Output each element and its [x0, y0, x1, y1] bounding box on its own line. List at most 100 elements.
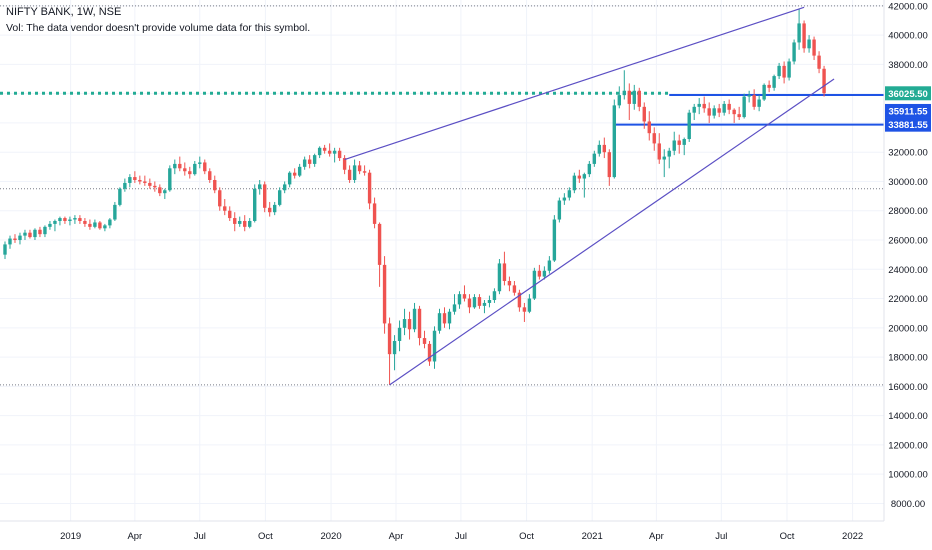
candle-body: [178, 163, 182, 169]
candle-body: [223, 206, 227, 211]
candle-body: [402, 319, 407, 328]
x-tick-label: Jul: [455, 531, 467, 542]
candle-up: [437, 308, 442, 334]
candle-down: [88, 219, 92, 230]
candle-down: [627, 83, 631, 121]
candle-body: [732, 109, 736, 115]
candle-body: [3, 244, 7, 255]
candle-up: [287, 171, 292, 188]
candle-down: [512, 280, 517, 296]
level-price-label: 33881.55: [885, 117, 931, 132]
candle-up: [297, 163, 302, 178]
candle-down: [737, 106, 741, 121]
candle-up: [452, 294, 457, 315]
candle-up: [687, 109, 691, 142]
candle-body: [113, 204, 117, 220]
candle-body: [357, 165, 362, 172]
candle-body: [228, 210, 232, 219]
candle-down: [812, 36, 816, 61]
candle-down: [727, 99, 731, 115]
candle-body: [138, 180, 142, 182]
candle-up: [722, 100, 726, 116]
candle-down: [307, 155, 312, 169]
candle-body: [817, 55, 821, 69]
candle-up: [163, 188, 167, 200]
candle-down: [213, 175, 217, 194]
candle-down: [677, 134, 681, 154]
candle-body: [822, 68, 826, 94]
candle-body: [337, 150, 342, 159]
candle-body: [238, 220, 242, 224]
candle-up: [402, 308, 407, 336]
candle-body: [387, 323, 392, 355]
candle-up: [787, 58, 791, 81]
candle-down: [817, 51, 821, 74]
x-tick-label: Apr: [649, 531, 664, 542]
candle-body: [742, 96, 746, 118]
candle-up: [412, 302, 417, 333]
horizontal-lines-layer: [0, 5, 884, 386]
candle-down: [822, 65, 826, 97]
candle-body: [617, 95, 621, 106]
candle-body: [497, 263, 502, 292]
candle-body: [507, 280, 512, 286]
y-tick-label: 40000.00: [888, 31, 928, 42]
candle-body: [482, 302, 487, 306]
y-tick-label: 26000.00: [888, 236, 928, 247]
candle-body: [527, 298, 532, 312]
candle-up: [48, 220, 52, 230]
candle-up: [582, 172, 587, 198]
candle-up: [487, 295, 492, 308]
candle-body: [327, 150, 332, 154]
x-tick-label: 2019: [60, 531, 81, 542]
candle-body: [213, 180, 217, 191]
candle-up: [68, 216, 72, 226]
candle-body: [477, 297, 482, 306]
candle-down: [637, 87, 641, 112]
candle-down: [203, 159, 207, 175]
candle-body: [93, 222, 97, 227]
y-tick-label: 22000.00: [888, 294, 928, 305]
candle-body: [18, 235, 22, 241]
candle-body: [58, 218, 62, 221]
candle-down: [522, 302, 527, 322]
candle-body: [592, 153, 597, 164]
candle-body: [198, 162, 202, 164]
candle-up: [667, 147, 671, 169]
candle-up: [58, 216, 62, 226]
candle-down: [372, 197, 377, 229]
candle-down: [647, 111, 651, 141]
candle-body: [657, 143, 661, 160]
candle-body: [427, 343, 432, 362]
candle-down: [218, 187, 222, 211]
candle-up: [8, 235, 12, 249]
candle-body: [437, 313, 442, 331]
candle-up: [18, 232, 22, 245]
candle-body: [133, 177, 137, 181]
candle-up: [352, 159, 357, 183]
candle-body: [352, 165, 357, 181]
candle-down: [322, 144, 327, 154]
candle-down: [28, 229, 32, 239]
candle-up: [198, 156, 202, 169]
candle-body: [697, 103, 701, 107]
candle-body: [53, 220, 57, 224]
candle-body: [203, 162, 207, 172]
candle-body: [692, 106, 696, 113]
candle-up: [302, 156, 307, 170]
candle-down: [143, 175, 147, 186]
x-tick-label: Oct: [780, 531, 795, 542]
candle-up: [772, 74, 776, 91]
candle-down: [782, 61, 786, 84]
candle-down: [422, 330, 427, 349]
candle-up: [807, 35, 811, 53]
candle-down: [442, 307, 447, 328]
candle-up: [113, 201, 117, 221]
candle-up: [622, 70, 626, 100]
candle-up: [332, 147, 337, 163]
candle-body: [492, 291, 497, 301]
y-tick-label: 32000.00: [888, 148, 928, 159]
candle-body: [267, 207, 272, 213]
y-tick-label: 42000.00: [888, 1, 928, 12]
